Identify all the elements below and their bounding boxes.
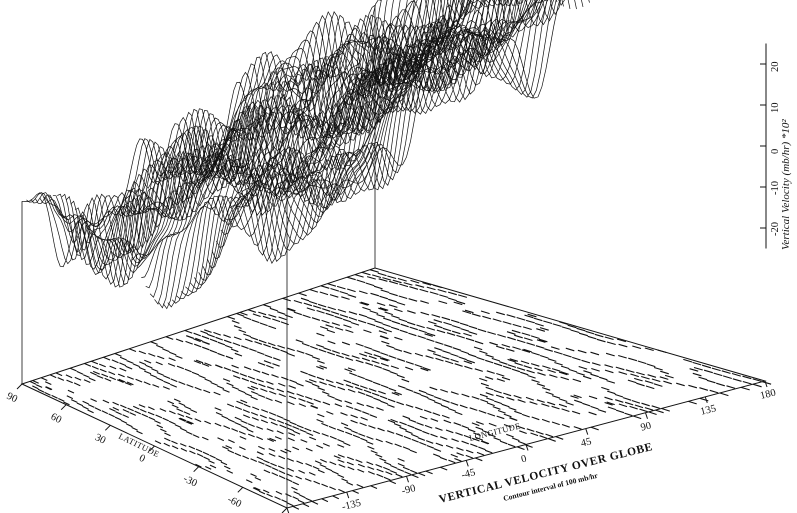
lon-tick-8 [764, 380, 768, 388]
contour-level-2 [49, 271, 772, 505]
lon-tick-6 [645, 412, 648, 419]
mesh-line-55 [264, 0, 543, 210]
mesh-line-13 [79, 0, 455, 274]
mesh-line-56 [268, 0, 549, 206]
lat-tick-label-1: 60 [49, 411, 63, 425]
lon-tick-7 [704, 396, 708, 404]
mesh-line-31 [158, 0, 577, 309]
mesh-line-8 [57, 0, 423, 252]
mesh-line-44 [215, 0, 540, 264]
mesh-line-15 [88, 0, 465, 285]
surface-mesh [21, 0, 590, 310]
lon-tick-label-8: 180 [759, 387, 777, 401]
mesh-line-37 [185, 0, 512, 294]
mesh-line-20 [110, 0, 472, 274]
z-tick-label-1: 10 [770, 103, 781, 114]
mesh-line-29 [149, 0, 564, 298]
contour-level-1 [55, 274, 762, 503]
mesh-line-23 [123, 0, 492, 262]
mesh-line-51 [246, 0, 565, 231]
mesh-line-34 [171, 0, 495, 304]
lat-tick-4 [193, 466, 200, 473]
z-tick-label-2: 0 [770, 149, 781, 154]
mesh-line-53 [255, 0, 532, 217]
contour-level-0 [91, 285, 663, 478]
mesh-line-16 [92, 0, 469, 288]
mesh-line-46 [225, 0, 545, 257]
lat-tick-5 [237, 486, 244, 493]
z-tick-label-0: 20 [770, 62, 781, 73]
mesh-line-42 [207, 0, 534, 269]
lon-tick-0 [286, 507, 290, 513]
mesh-line-33 [167, 0, 590, 308]
lat-tick-3 [149, 445, 155, 452]
mesh-line-26 [136, 0, 508, 269]
lat-tick-6 [281, 507, 288, 513]
contour-map [29, 269, 772, 510]
lon-tick-label-5: 45 [580, 436, 593, 449]
mesh-line-35 [176, 0, 501, 300]
lat-tick-2 [104, 424, 111, 431]
mesh-line-50 [242, 0, 561, 236]
lat-tick-label-4: -30 [181, 473, 198, 489]
mesh-line-30 [154, 0, 571, 305]
z-axis: 20 10 0 -10 -20 [760, 43, 781, 249]
contour-level-3 [29, 269, 657, 510]
mesh-line-27 [141, 0, 513, 278]
lat-tick-1 [60, 404, 67, 411]
lat-tick-label-0: 90 [5, 391, 19, 405]
mesh-line-59 [282, 0, 554, 207]
mesh-line-45 [220, 0, 543, 263]
lat-tick-0 [16, 383, 23, 390]
lat-tick-label-3: 0 [137, 453, 147, 465]
lon-tick-5 [585, 428, 589, 435]
lat-tick-label-5: -60 [226, 494, 243, 510]
mesh-line-40 [198, 0, 528, 281]
lon-tick-label-6: 90 [640, 420, 653, 433]
mesh-line-28 [145, 0, 558, 289]
lat-tick-label-2: 30 [93, 432, 107, 446]
lon-tick-label-2: -90 [401, 483, 417, 497]
lon-tick-label-1: -135 [341, 498, 362, 513]
mesh-line-36 [180, 0, 506, 297]
mesh-line-18 [101, 0, 478, 285]
mesh-line-21 [114, 0, 478, 267]
mesh-line-38 [189, 0, 517, 290]
mesh-line-24 [127, 0, 497, 259]
lon-tick-3 [465, 460, 469, 467]
mesh-line-52 [251, 0, 526, 224]
lon-tick-1 [346, 491, 350, 499]
lon-tick-2 [406, 476, 409, 483]
z-tick-label-3: -10 [770, 181, 781, 195]
mesh-line-58 [277, 0, 548, 205]
mesh-line-60 [286, 0, 561, 209]
mesh-line-57 [273, 0, 543, 202]
mesh-line-54 [260, 0, 538, 214]
mesh-line-43 [211, 0, 537, 262]
z-tick-label-4: -20 [770, 222, 781, 236]
lon-tick-label-4: 0 [520, 453, 528, 465]
latitude-axis-label: LATITUDE [117, 431, 161, 459]
lon-tick-label-7: 135 [699, 403, 717, 417]
mesh-line-25 [132, 0, 503, 261]
lon-tick-label-3: -45 [460, 467, 476, 481]
z-axis-title: Vertical Velocity (mb/hr) *10² [780, 119, 792, 250]
lon-tick-4 [525, 444, 529, 451]
